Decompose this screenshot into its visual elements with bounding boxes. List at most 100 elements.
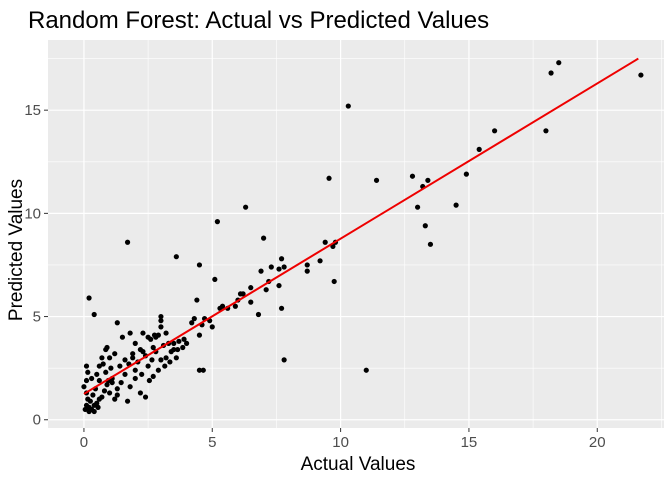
data-point xyxy=(255,311,262,318)
data-point xyxy=(171,340,177,346)
data-point xyxy=(83,377,90,384)
data-point xyxy=(196,367,203,373)
data-point xyxy=(127,384,133,390)
data-point xyxy=(87,398,93,404)
data-point xyxy=(94,371,100,377)
data-point xyxy=(304,268,310,274)
minor-gridlines xyxy=(48,40,664,428)
data-point xyxy=(96,363,102,369)
data-point xyxy=(363,367,369,373)
data-point xyxy=(219,303,226,309)
x-tick-label: 20 xyxy=(589,434,606,451)
data-point xyxy=(100,361,106,367)
data-point xyxy=(140,330,146,336)
data-point xyxy=(258,268,264,274)
data-point xyxy=(101,388,108,394)
data-point xyxy=(127,330,133,336)
fit-line xyxy=(83,57,639,395)
data-point xyxy=(422,223,428,229)
data-point xyxy=(117,363,123,369)
y-axis-title: Predicted Values xyxy=(6,179,27,321)
data-point xyxy=(86,295,92,301)
data-point xyxy=(137,346,143,353)
data-point xyxy=(176,338,182,344)
data-point xyxy=(212,276,218,283)
data-point xyxy=(118,379,124,386)
data-point xyxy=(119,334,126,340)
data-point xyxy=(89,375,95,382)
data-point xyxy=(548,70,554,76)
data-point xyxy=(163,330,169,336)
data-point xyxy=(317,258,323,264)
major-gridlines xyxy=(48,40,664,428)
data-point xyxy=(114,320,120,326)
data-point xyxy=(173,355,179,361)
data-point xyxy=(146,377,152,384)
data-point xyxy=(150,373,156,380)
data-point xyxy=(85,369,91,375)
data-point xyxy=(278,256,285,262)
data-point xyxy=(99,394,105,400)
data-point xyxy=(103,369,109,375)
data-point xyxy=(492,128,498,134)
x-axis-title: Actual Values xyxy=(301,454,416,475)
data-point xyxy=(81,384,87,390)
data-point xyxy=(425,177,431,183)
data-point xyxy=(276,266,282,272)
data-point xyxy=(173,254,179,260)
data-point xyxy=(145,334,151,340)
data-point xyxy=(243,204,249,210)
x-tick-label: 0 xyxy=(80,434,88,451)
data-point xyxy=(209,324,215,330)
data-point xyxy=(104,382,110,388)
data-point xyxy=(427,241,434,247)
data-point xyxy=(167,359,173,365)
data-point xyxy=(191,316,197,322)
data-point xyxy=(175,346,181,353)
y-tick-label: 10 xyxy=(24,205,41,222)
data-point xyxy=(556,60,562,66)
data-point xyxy=(196,332,203,338)
data-point xyxy=(107,390,113,396)
data-point xyxy=(108,365,114,371)
data-point xyxy=(124,398,131,404)
data-point xyxy=(248,299,254,305)
data-point xyxy=(91,311,97,318)
y-tick-label: 5 xyxy=(33,309,41,326)
data-point xyxy=(139,371,145,377)
data-point xyxy=(194,297,200,303)
data-point xyxy=(153,334,159,340)
data-point xyxy=(638,72,644,78)
data-point xyxy=(91,408,97,415)
data-point xyxy=(122,371,128,377)
data-point xyxy=(122,357,128,363)
data-point xyxy=(276,282,282,289)
data-point xyxy=(214,219,220,225)
data-point xyxy=(158,318,164,324)
data-point xyxy=(145,363,151,369)
data-point xyxy=(232,303,238,309)
data-point xyxy=(90,392,96,398)
data-point xyxy=(261,235,267,241)
data-point xyxy=(281,264,287,270)
data-point xyxy=(150,344,156,351)
data-point xyxy=(107,355,113,361)
chart-title: Random Forest: Actual vs Predicted Value… xyxy=(28,7,489,34)
data-point xyxy=(132,367,138,373)
data-point xyxy=(114,386,120,392)
x-axis-ticks: 0 5 10 15 20 xyxy=(80,428,606,451)
data-point xyxy=(463,171,469,177)
data-point xyxy=(476,146,482,152)
data-point xyxy=(409,173,416,179)
data-point xyxy=(162,363,168,369)
data-point xyxy=(373,177,380,183)
data-point xyxy=(263,287,269,293)
y-axis-ticks: 0 5 10 15 xyxy=(24,102,48,429)
data-point xyxy=(158,313,164,320)
data-point xyxy=(331,278,337,285)
data-point xyxy=(112,396,118,402)
data-point xyxy=(322,239,328,245)
data-point xyxy=(112,351,118,357)
data-point xyxy=(415,204,421,210)
